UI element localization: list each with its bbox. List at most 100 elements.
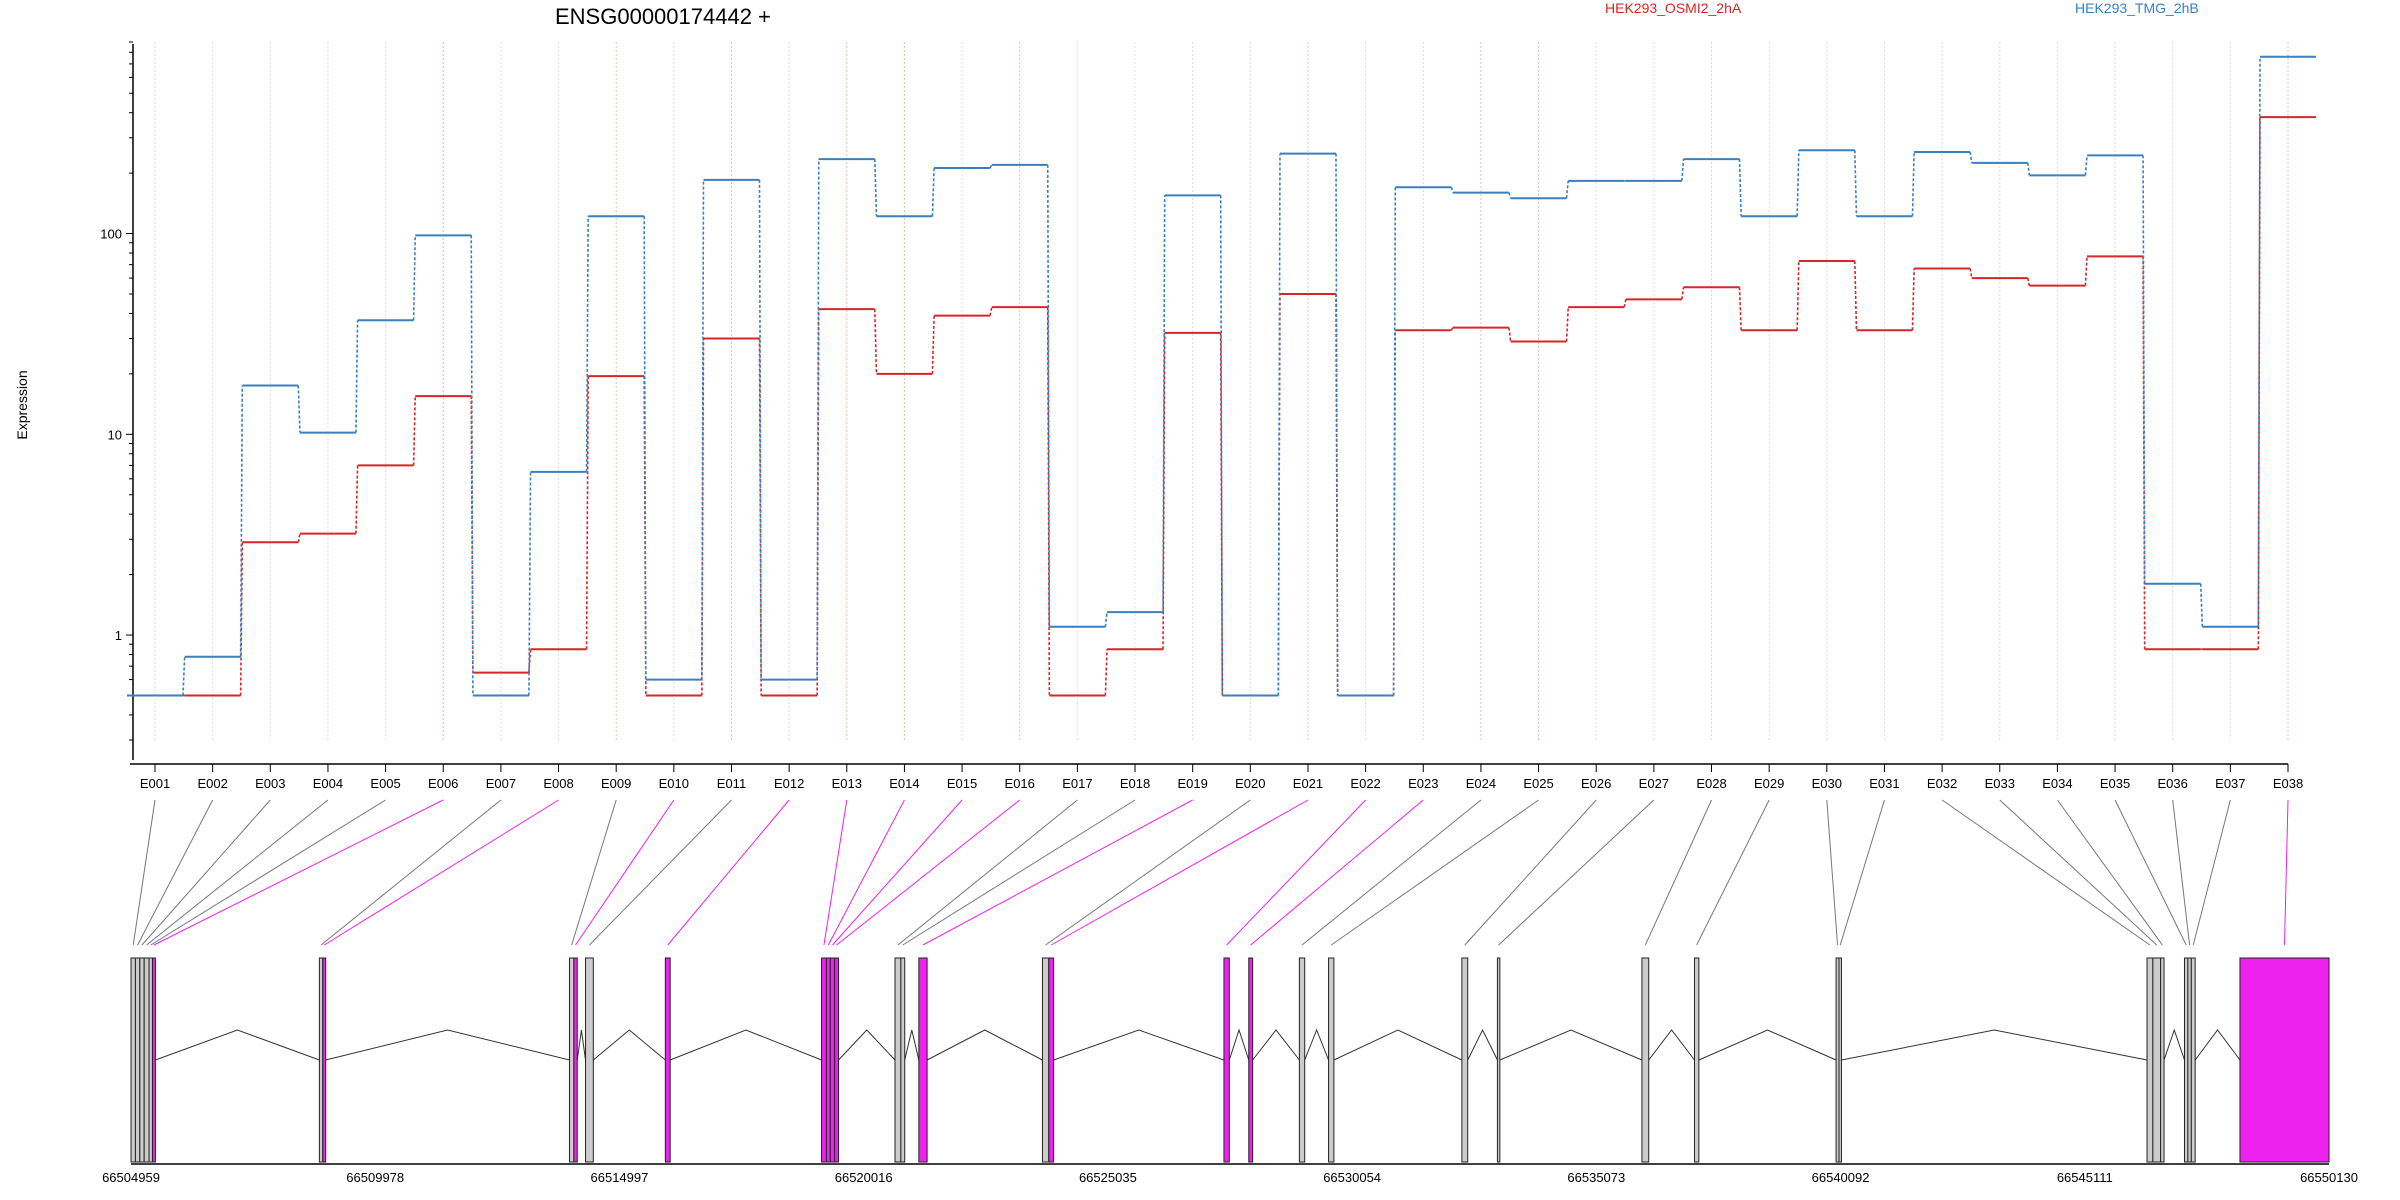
data-connector bbox=[1854, 260, 1858, 331]
exon-label-e027: E027 bbox=[1639, 776, 1669, 791]
intron-line bbox=[155, 1029, 320, 1061]
data-connector bbox=[1104, 649, 1108, 696]
exon-box-e018 bbox=[900, 957, 906, 1163]
exon-connector-e016 bbox=[836, 799, 1021, 946]
exon-label-e017: E017 bbox=[1062, 776, 1092, 791]
exon-connector-e022 bbox=[1226, 799, 1366, 946]
exon-label-e003: E003 bbox=[255, 776, 285, 791]
data-connector bbox=[1046, 164, 1051, 627]
exon-box-e012 bbox=[664, 957, 671, 1163]
exon-connector-e019 bbox=[922, 799, 1193, 946]
data-connector bbox=[1969, 268, 1973, 279]
exon-box-e026 bbox=[1461, 957, 1469, 1163]
exon-box-e023 bbox=[1248, 957, 1254, 1163]
data-connector bbox=[355, 465, 359, 534]
data-connector bbox=[2257, 117, 2261, 650]
exon-label-e037: E037 bbox=[2215, 776, 2245, 791]
exon-box-e013 bbox=[821, 957, 827, 1163]
exon-label-e025: E025 bbox=[1523, 776, 1553, 791]
data-connector bbox=[2199, 583, 2204, 627]
exon-connector-e030 bbox=[1826, 799, 1839, 946]
data-connector bbox=[816, 159, 820, 680]
exon-box-e003 bbox=[139, 957, 145, 1163]
chart-title: ENSG00000174442 + bbox=[555, 4, 771, 29]
exon-connector-e032 bbox=[1941, 799, 2151, 946]
exon-connector-e014 bbox=[827, 799, 905, 946]
intron-line bbox=[838, 1029, 896, 1061]
exon-box-e034 bbox=[2160, 957, 2165, 1163]
data-connector bbox=[1508, 327, 1512, 342]
exon-box-e002 bbox=[134, 957, 141, 1163]
exon-box-e038 bbox=[2239, 957, 2330, 1163]
intron-line bbox=[1333, 1029, 1463, 1061]
legend-entry-tmg: HEK293_TMG_2hB bbox=[2075, 0, 2199, 16]
exon-box-e037 bbox=[2190, 957, 2196, 1163]
data-connector bbox=[1450, 187, 1454, 193]
data-connector bbox=[758, 179, 762, 680]
exon-box-e021 bbox=[1048, 957, 1055, 1163]
data-connector bbox=[1911, 151, 1915, 217]
intron-line bbox=[2163, 1028, 2185, 1061]
exon-box-e029 bbox=[1693, 957, 1700, 1163]
exon-label-e007: E007 bbox=[486, 776, 516, 791]
exon-label-e011: E011 bbox=[717, 776, 746, 791]
intron-line bbox=[1252, 1029, 1300, 1061]
data-connector bbox=[1969, 151, 1973, 163]
exon-connector-e018 bbox=[902, 799, 1136, 946]
data-connector bbox=[1854, 150, 1858, 217]
exon-connector-e029 bbox=[1696, 799, 1770, 946]
exon-label-e015: E015 bbox=[947, 776, 977, 791]
data-connector bbox=[1104, 612, 1108, 627]
exon-label-e033: E033 bbox=[1985, 776, 2015, 791]
exon-box-e024 bbox=[1298, 957, 1306, 1163]
intron-line bbox=[1698, 1029, 1837, 1061]
intron-line bbox=[592, 1029, 666, 1061]
exon-box-e036 bbox=[2187, 957, 2192, 1163]
exon-connector-e005 bbox=[150, 799, 386, 946]
exon-label-e029: E029 bbox=[1754, 776, 1784, 791]
data-connector bbox=[1796, 260, 1800, 331]
data-connector bbox=[931, 315, 935, 374]
genomic-coord-label: 66540092 bbox=[1812, 1170, 1870, 1185]
data-connector bbox=[1392, 187, 1397, 696]
exon-label-e020: E020 bbox=[1235, 776, 1265, 791]
y-tick-label: 10 bbox=[108, 427, 122, 442]
intron-line bbox=[1648, 1029, 1695, 1061]
exon-connector-e026 bbox=[1464, 799, 1597, 946]
exon-label-e024: E024 bbox=[1466, 776, 1496, 791]
exon-label-e013: E013 bbox=[832, 776, 862, 791]
exon-connector-e020 bbox=[1045, 799, 1251, 946]
exon-connector-e031 bbox=[1839, 799, 1885, 946]
exon-box-e017 bbox=[894, 957, 902, 1163]
exon-box-e010 bbox=[573, 957, 578, 1163]
exon-connector-e025 bbox=[1330, 799, 1539, 946]
exon-connector-e038 bbox=[2283, 799, 2289, 946]
data-connector bbox=[1335, 153, 1339, 696]
exon-box-e005 bbox=[148, 957, 153, 1163]
data-connector bbox=[297, 385, 301, 433]
exon-connector-e003 bbox=[141, 799, 271, 946]
genomic-coord-label: 66504959 bbox=[102, 1170, 160, 1185]
data-connector bbox=[1162, 195, 1166, 613]
exon-connector-e012 bbox=[667, 799, 790, 946]
exon-label-e035: E035 bbox=[2100, 776, 2130, 791]
data-connector bbox=[1219, 195, 1224, 696]
exon-connector-e035 bbox=[2114, 799, 2187, 946]
intron-line bbox=[904, 1029, 920, 1061]
series-tmg bbox=[127, 55, 2316, 697]
data-connector bbox=[1681, 287, 1685, 300]
exon-label-e005: E005 bbox=[370, 776, 400, 791]
exon-label-e028: E028 bbox=[1696, 776, 1726, 791]
exon-box-e027 bbox=[1496, 957, 1501, 1163]
intron-line bbox=[1841, 1029, 2148, 1061]
exon-box-e006 bbox=[151, 957, 156, 1163]
data-connector bbox=[297, 533, 301, 543]
data-connector bbox=[1738, 159, 1742, 217]
genomic-coord-label: 66530054 bbox=[1323, 1170, 1381, 1185]
exon-connector-e034 bbox=[2057, 799, 2163, 946]
data-connector bbox=[412, 396, 417, 466]
exon-label-e006: E006 bbox=[428, 776, 458, 791]
exon-box-e031 bbox=[1838, 957, 1842, 1163]
exon-label-e001: E001 bbox=[140, 776, 170, 791]
